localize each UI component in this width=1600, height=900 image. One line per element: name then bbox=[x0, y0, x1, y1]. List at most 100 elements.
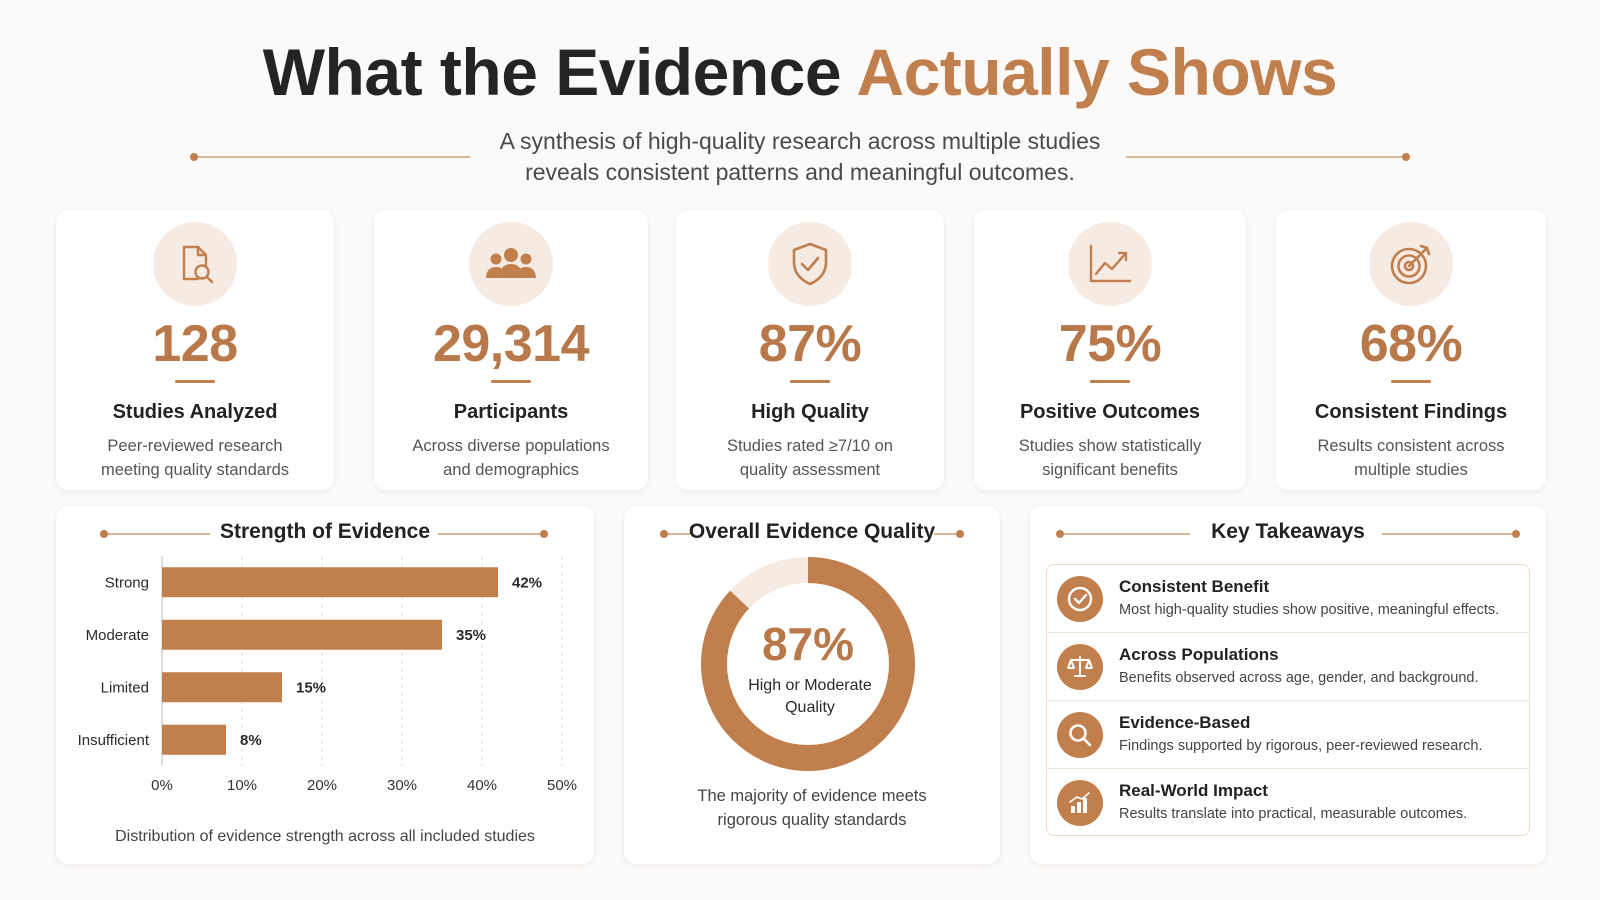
stat-description: Studies rated ≥7/10 on quality assessmen… bbox=[676, 434, 944, 482]
stat-underline bbox=[491, 380, 531, 383]
stat-label: Participants bbox=[453, 401, 569, 423]
stat-value: 75% bbox=[1058, 315, 1162, 373]
takeaways-title: Key Takeaways bbox=[1211, 520, 1365, 543]
donut-caption: The majority of evidence meets rigorous … bbox=[624, 784, 1000, 832]
bar-category-label: Limited bbox=[101, 679, 149, 696]
subtitle-line-2: reveals consistent patterns and meaningf… bbox=[525, 159, 1075, 185]
bar bbox=[162, 567, 498, 598]
shield-check-icon bbox=[768, 222, 852, 306]
bar-value-label: 42% bbox=[512, 574, 542, 591]
bar bbox=[162, 724, 226, 755]
stat-label: Studies Analyzed bbox=[112, 401, 278, 423]
rule-dot bbox=[1512, 530, 1520, 538]
rule-dot bbox=[1402, 153, 1410, 161]
document-search-icon bbox=[153, 222, 237, 306]
stat-desc-line-2: and demographics bbox=[443, 461, 579, 479]
target-icon bbox=[1369, 222, 1453, 306]
stat-desc-line-1: Studies rated ≥7/10 on bbox=[727, 437, 893, 455]
stat-card-consistency: 68% Consistent Findings Results consiste… bbox=[1276, 210, 1546, 490]
panel-rule-left bbox=[660, 530, 690, 538]
trend-chart-icon bbox=[1068, 222, 1152, 306]
stat-desc-line-1: Studies show statistically bbox=[1018, 437, 1202, 455]
x-tick-label: 20% bbox=[307, 777, 337, 794]
key-takeaways-panel: Key Takeaways Consistent Benefit Most hi… bbox=[1030, 506, 1546, 864]
panel-rule-right bbox=[1382, 530, 1520, 538]
stat-card-studies: 128 Studies Analyzed Peer-reviewed resea… bbox=[56, 210, 334, 490]
donut-center-label-line-2: Quality bbox=[785, 699, 835, 716]
stat-underline bbox=[790, 380, 830, 383]
stat-label: High Quality bbox=[751, 401, 869, 423]
stat-underline bbox=[1391, 380, 1431, 383]
donut-center-value: 87% bbox=[762, 618, 854, 670]
takeaway-title: Real-World Impact bbox=[1119, 781, 1268, 800]
stat-desc-line-2: quality assessment bbox=[739, 461, 881, 479]
subtitle: A synthesis of high-quality research acr… bbox=[470, 126, 1130, 188]
bar-chart-title: Strength of Evidence bbox=[219, 520, 431, 543]
stat-desc-line-1: Across diverse populations bbox=[412, 437, 610, 455]
takeaway-item: Evidence-Based Findings supported by rig… bbox=[1047, 701, 1529, 769]
stat-value: 68% bbox=[1359, 315, 1463, 373]
title-accent: Actually Shows bbox=[856, 35, 1338, 109]
bar-chart-caption: Distribution of evidence strength across… bbox=[115, 828, 535, 845]
takeaway-description: Results translate into practical, measur… bbox=[1119, 806, 1468, 822]
stat-desc-line-2: meeting quality standards bbox=[100, 461, 290, 479]
stat-description: Across diverse populations and demograph… bbox=[374, 434, 648, 482]
rule-dot bbox=[100, 530, 108, 538]
bar-category-label: Insufficient bbox=[78, 732, 150, 749]
takeaway-title: Evidence-Based bbox=[1119, 713, 1251, 732]
panel-rule-left bbox=[1056, 530, 1190, 538]
stat-desc-line-2: multiple studies bbox=[1354, 461, 1468, 479]
subtitle-rule-left bbox=[190, 153, 470, 161]
panel-rule-left bbox=[100, 530, 210, 538]
bar-category-label: Moderate bbox=[86, 627, 149, 644]
takeaway-description: Most high-quality studies show positive,… bbox=[1119, 602, 1500, 618]
x-tick-label: 30% bbox=[387, 777, 417, 794]
panel-rule-right bbox=[934, 530, 964, 538]
stat-label: Positive Outcomes bbox=[1019, 401, 1201, 423]
donut-caption-line-2: rigorous quality standards bbox=[717, 811, 907, 829]
rule-dot bbox=[956, 530, 964, 538]
bar bbox=[162, 619, 442, 650]
bar-value-label: 8% bbox=[240, 732, 262, 749]
stat-card-participants: 29,314 Participants Across diverse popul… bbox=[374, 210, 648, 490]
takeaway-description: Benefits observed across age, gender, an… bbox=[1119, 670, 1479, 686]
subtitle-line-1: A synthesis of high-quality research acr… bbox=[499, 128, 1101, 154]
subtitle-rule-right bbox=[1126, 153, 1410, 161]
stat-value: 87% bbox=[758, 315, 862, 373]
donut-caption-line-1: The majority of evidence meets bbox=[697, 787, 927, 805]
people-group-icon bbox=[469, 222, 553, 306]
takeaways-list: Consistent Benefit Most high-quality stu… bbox=[1046, 564, 1530, 836]
rule-dot bbox=[540, 530, 548, 538]
stat-value: 29,314 bbox=[432, 315, 590, 373]
takeaway-item: Consistent Benefit Most high-quality stu… bbox=[1047, 565, 1529, 633]
x-tick-label: 40% bbox=[467, 777, 497, 794]
stat-label: Consistent Findings bbox=[1314, 401, 1508, 423]
donut-chart-title: Overall Evidence Quality bbox=[688, 520, 936, 543]
strength-of-evidence-panel: Strength of Evidence 0% 10% 20% 30% 40% 50% St… bbox=[56, 506, 594, 864]
panel-rule-right bbox=[438, 530, 548, 538]
stat-desc-line-2: significant benefits bbox=[1042, 461, 1178, 479]
page-title: What the Evidence Actually Shows bbox=[0, 34, 1600, 110]
stat-value: 128 bbox=[152, 315, 238, 373]
rule-dot bbox=[660, 530, 668, 538]
rule-dot bbox=[190, 153, 198, 161]
rule-dot bbox=[1056, 530, 1064, 538]
stat-underline bbox=[175, 380, 215, 383]
stat-desc-line-1: Peer-reviewed research bbox=[107, 437, 283, 455]
stat-description: Results consistent across multiple studi… bbox=[1276, 434, 1546, 482]
stat-card-outcomes: 75% Positive Outcomes Studies show stati… bbox=[974, 210, 1246, 490]
overall-quality-panel: Overall Evidence Quality 87% High or Mod… bbox=[624, 506, 1000, 864]
takeaway-title: Consistent Benefit bbox=[1119, 577, 1270, 596]
takeaway-title: Across Populations bbox=[1119, 645, 1279, 664]
donut-segment-remainder bbox=[701, 557, 915, 771]
donut-center-label-line-1: High or Moderate bbox=[748, 677, 872, 694]
takeaway-item: Real-World Impact Results translate into… bbox=[1047, 769, 1529, 837]
bar bbox=[162, 672, 282, 703]
bar-chart: 0% 10% 20% 30% 40% 50% Strong 42% Moderate 35% Lim… bbox=[78, 556, 577, 794]
bar-value-label: 15% bbox=[296, 679, 326, 696]
stat-underline bbox=[1090, 380, 1130, 383]
takeaway-description: Findings supported by rigorous, peer-rev… bbox=[1119, 738, 1483, 754]
x-tick-label: 10% bbox=[227, 777, 257, 794]
bar-category-label: Strong bbox=[105, 574, 149, 591]
bar-value-label: 35% bbox=[456, 627, 486, 644]
